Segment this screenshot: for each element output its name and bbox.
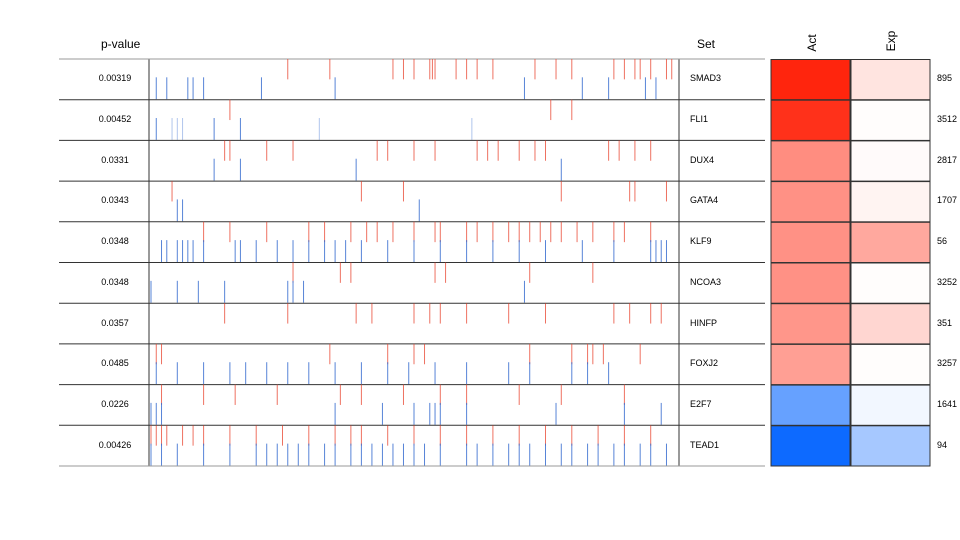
pvalue-label: 0.0357 <box>101 317 129 328</box>
count-label: 895 <box>937 73 953 84</box>
act-cell <box>770 181 851 223</box>
count-label: 351 <box>937 317 953 328</box>
pvalue-header: p-value <box>101 37 141 51</box>
count-label: 56 <box>937 236 948 247</box>
set-label: FOXJ2 <box>690 358 719 369</box>
pvalue-label: 0.00426 <box>98 439 132 450</box>
act-cell <box>770 221 851 264</box>
act-cell <box>770 384 851 426</box>
count-label: 3257 <box>937 358 958 369</box>
pvalue-label: 0.00319 <box>98 73 132 84</box>
exp-cell <box>850 181 931 223</box>
set-label: GATA4 <box>690 195 719 206</box>
pvalue-label: 0.0348 <box>101 276 129 287</box>
set-label: NCOA3 <box>690 276 722 287</box>
act-cell <box>770 425 851 467</box>
count-label: 3512 <box>937 114 958 125</box>
set-label: DUX4 <box>690 154 715 165</box>
count-label: 94 <box>937 439 948 450</box>
count-label: 1707 <box>937 195 958 206</box>
set-label: E2F7 <box>690 398 712 409</box>
exp-cell <box>850 59 931 101</box>
set-label: KLF9 <box>690 236 712 247</box>
pvalue-label: 0.0331 <box>101 154 129 165</box>
act-cell <box>770 303 851 345</box>
act-cell <box>770 99 851 141</box>
pvalue-label: 0.0485 <box>101 358 129 369</box>
exp-cell <box>850 140 931 182</box>
set-label: TEAD1 <box>690 439 720 450</box>
set-label: HINFP <box>690 317 717 328</box>
set-label: SMAD3 <box>690 73 722 84</box>
count-label: 2817 <box>937 154 958 165</box>
exp-cell <box>850 425 931 467</box>
exp-cell <box>850 384 931 426</box>
pvalue-label: 0.0226 <box>101 398 129 409</box>
set-header: Set <box>697 37 716 51</box>
act-cell <box>770 59 851 101</box>
exp-cell <box>850 262 931 304</box>
act-cell <box>770 343 851 386</box>
exp-cell <box>850 99 931 141</box>
set-label: FLI1 <box>690 114 709 125</box>
pvalue-label: 0.0343 <box>101 195 129 206</box>
pvalue-label: 0.0348 <box>101 236 129 247</box>
act-cell <box>770 262 851 304</box>
exp-cell <box>850 221 931 264</box>
exp-cell <box>850 343 931 386</box>
exp-cell <box>850 303 931 345</box>
pvalue-label: 0.00452 <box>98 114 132 125</box>
count-label: 1641 <box>937 398 958 409</box>
act-cell <box>770 140 851 182</box>
count-label: 3252 <box>937 276 958 287</box>
